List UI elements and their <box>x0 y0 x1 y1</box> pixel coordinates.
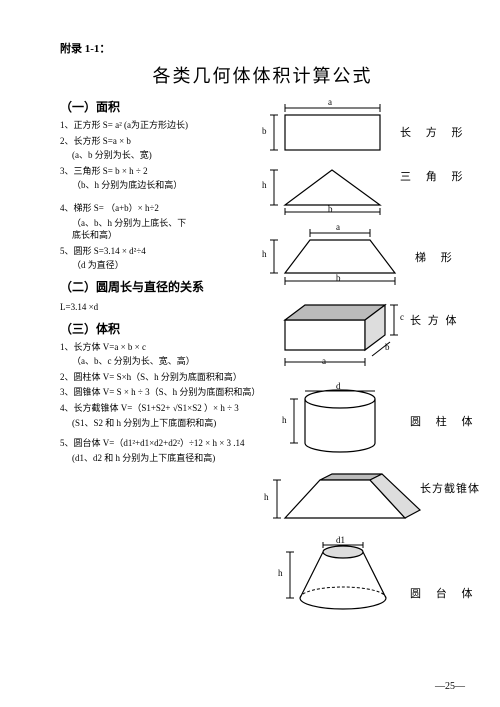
formula-trap-note1: （a、b、h 分别为上底长、下 <box>72 217 260 230</box>
formula-cylinder: 2、圆柱体 V= S×h（S、h 分别为底面积和高） <box>60 371 260 384</box>
dim-h: h <box>264 492 269 502</box>
label-triangle: 三 角 形 <box>400 168 469 184</box>
label-rect-frustum: 长方截锥体 <box>420 480 480 496</box>
dim-b: b <box>336 273 341 283</box>
formula-cone-frustum: 5、圆台体 V=（d1²+d1×d2+d2²）÷12 × h × 3 .14 <box>60 437 260 450</box>
formula-rect-frustum: 4、长方截锥体 V=（S1+S2+ √S1×S2 ）× h ÷ 3 <box>60 402 260 415</box>
section-circ: （二）圆周长与直径的关系 <box>60 278 260 295</box>
dim-b: b <box>385 342 390 352</box>
fig-cylinder: d h 圆 柱 体 <box>280 385 410 460</box>
formula-rect-frustum-note: (S1、S2 和 h 分别为上下底面积和高) <box>72 417 260 430</box>
fig-rectangle: a b 长 方 形 <box>260 100 410 160</box>
label-cylinder: 圆 柱 体 <box>410 413 479 429</box>
formula-rect-note: (a、b 分别为长、宽) <box>72 149 260 162</box>
formula-cone: 3、圆锥体 V= S × h ÷ 3（S、h 分别为底面积和高） <box>60 386 260 399</box>
dim-a: a <box>336 222 340 232</box>
dim-d1: d1 <box>336 535 345 545</box>
dim-h: h <box>282 415 287 425</box>
formula-circle: 5、圆形 S=3.14 × d²÷4 <box>60 245 260 258</box>
section-area: （一）面积 <box>60 98 260 115</box>
label-cuboid: 长 方 体 <box>410 312 459 328</box>
formula-cuboid-note: （a、b、c 分别为长、宽、高） <box>72 355 260 368</box>
formula-trap-note2: 底长和高） <box>72 229 260 242</box>
dim-h: h <box>278 568 283 578</box>
label-cone-frustum: 圆 台 体 <box>410 585 479 601</box>
fig-cuboid: c b a 长 方 体 <box>260 300 420 375</box>
formula-square: 1、正方形 S= a² (a为正方形边长) <box>60 119 260 132</box>
page-number: —25— <box>435 681 465 692</box>
fig-cone-frustum: d1 h 圆 台 体 <box>280 540 420 615</box>
dim-a: a <box>328 97 332 107</box>
dim-b: b <box>262 126 267 136</box>
dim-b: b <box>328 204 333 214</box>
text-column: （一）面积 1、正方形 S= a² (a为正方形边长) 2、长方形 S=a × … <box>60 98 260 464</box>
formula-circumference: L=3.14 ×d <box>60 301 260 314</box>
fig-rect-frustum: h 长方截锥体 <box>270 470 430 530</box>
dim-d: d <box>336 381 341 391</box>
page-title: 各类几何体体积计算公式 <box>60 62 465 88</box>
formula-circle-note: （d 为直径） <box>72 259 260 272</box>
fig-trapezoid: a h b 梯 形 <box>260 225 420 290</box>
section-volume: （三）体积 <box>60 320 260 337</box>
label-rectangle: 长 方 形 <box>400 124 469 140</box>
fig-triangle: h b 三 角 形 <box>260 160 410 215</box>
dim-h: h <box>262 180 267 190</box>
formula-cone-frustum-note: (d1、d2 和 h 分别为上下底直径和高) <box>72 452 260 465</box>
label-trapezoid: 梯 形 <box>415 249 458 265</box>
formula-trap: 4、梯形 S= （a+b）× h÷2 <box>60 202 260 215</box>
formula-tri: 3、三角形 S= b × h ÷ 2 <box>60 165 260 178</box>
dim-h: h <box>262 249 267 259</box>
formula-tri-note: （b、h 分别为底边长和高） <box>72 179 260 192</box>
formula-cuboid: 1、长方体 V=a × b × c <box>60 341 260 354</box>
dim-c: c <box>400 312 404 322</box>
formula-rect: 2、长方形 S=a × b <box>60 135 260 148</box>
appendix-label: 附录 1-1： <box>60 40 465 56</box>
dim-a: a <box>322 356 326 366</box>
